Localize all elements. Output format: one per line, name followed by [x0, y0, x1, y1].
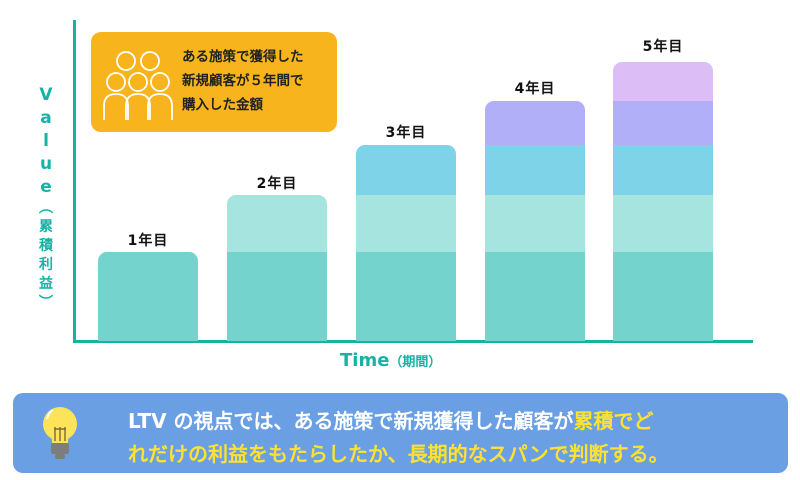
y-label-char: 利 — [39, 257, 53, 273]
bar-label-year1: 1年目 — [127, 233, 169, 249]
bar-segment — [485, 252, 585, 341]
y-axis-label: V a l u e ︵ 累 積 利 益 ︶ — [34, 84, 58, 313]
bar-segment — [227, 195, 327, 252]
x-axis-label: Time（期間） — [340, 350, 441, 371]
callout-line: 新規顧客が５年間で — [182, 73, 304, 89]
y-label-char: 積 — [39, 238, 53, 254]
summary-banner: LTV の視点では、ある施策で新規獲得した顧客が累積でど れだけの利益をもたらし… — [13, 393, 788, 473]
x-axis-line — [73, 340, 753, 343]
y-label-char: 益 — [39, 276, 53, 292]
callout-line: ある施策で獲得した — [182, 49, 304, 65]
bar-segment — [356, 145, 456, 195]
bar-segment — [227, 252, 327, 341]
bar-segment — [613, 145, 713, 195]
bar-label-year4: 4年目 — [514, 81, 556, 97]
bar-label-year2: 2年目 — [256, 176, 298, 192]
bar-segment — [613, 62, 713, 101]
bar-label-year5: 5年目 — [642, 39, 684, 55]
bar-segment — [356, 195, 456, 252]
bar-segment — [485, 101, 585, 145]
y-label-char: e — [40, 177, 52, 197]
banner-line-2: れだけの利益をもたらしたか、長期的なスパンで判断する。 — [128, 438, 669, 467]
bar-segment — [485, 195, 585, 252]
bar-segment — [356, 252, 456, 341]
y-label-char: ︵ — [39, 200, 53, 216]
bar-year5 — [613, 62, 713, 341]
banner-text-highlight: 累積でど — [573, 409, 654, 433]
bar-segment — [613, 101, 713, 145]
y-label-char: 累 — [39, 219, 53, 235]
bar-segment — [485, 145, 585, 195]
banner-text-highlight: れだけの利益をもたらしたか、長期的なスパンで判断する。 — [128, 442, 669, 466]
x-label-jp: （期間） — [389, 355, 442, 370]
y-label-char: ︶ — [39, 295, 53, 311]
bar-year1 — [98, 252, 198, 341]
lightbulb-icon — [43, 407, 77, 459]
x-label-en: Time — [340, 350, 390, 371]
bar-segment — [613, 195, 713, 252]
y-label-char: a — [40, 108, 52, 128]
y-axis-line — [73, 20, 76, 343]
bar-year2 — [227, 195, 327, 341]
people-group-icon — [103, 51, 173, 120]
callout-line: 購入した金額 — [182, 97, 263, 113]
y-label-char: V — [39, 85, 53, 105]
bar-label-year3: 3年目 — [385, 125, 427, 141]
banner-text-white: LTV の視点では、ある施策で新規獲得した顧客が — [128, 409, 574, 433]
y-label-char: u — [39, 154, 53, 174]
bar-segment — [613, 252, 713, 341]
y-label-char: l — [43, 131, 49, 151]
banner-line-1: LTV の視点では、ある施策で新規獲得した顧客が累積でど — [128, 405, 654, 434]
bar-year4 — [485, 101, 585, 341]
callout-box: ある施策で獲得した 新規顧客が５年間で 購入した金額 — [91, 32, 337, 132]
bar-segment — [98, 252, 198, 341]
callout-text: ある施策で獲得した 新規顧客が５年間で 購入した金額 — [182, 45, 304, 117]
bar-year3 — [356, 145, 456, 341]
